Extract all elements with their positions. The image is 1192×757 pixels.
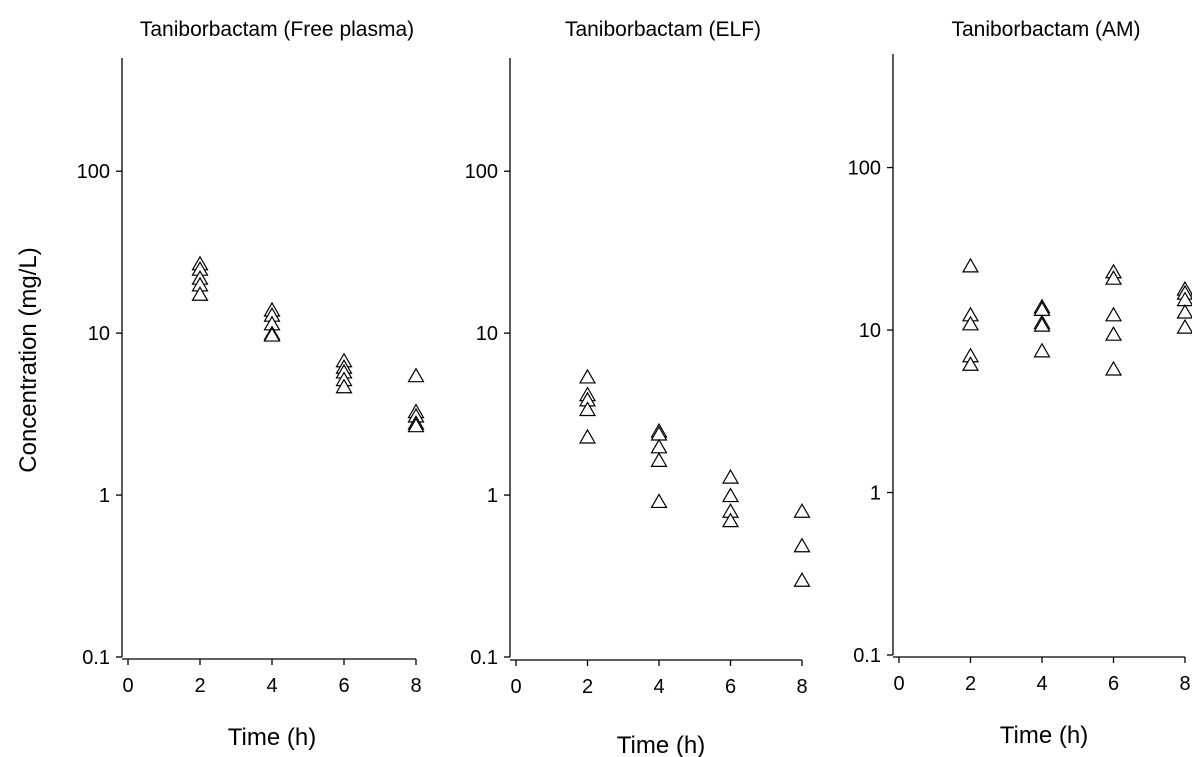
x-tick-label: 2 <box>582 676 593 698</box>
x-axis-label: Time (h) <box>1000 722 1088 749</box>
y-tick-label: 100 <box>465 161 498 183</box>
x-tick-label: 6 <box>725 676 736 698</box>
data-point-triangle <box>578 368 597 384</box>
data-point-triangle <box>407 417 425 433</box>
y-axis-label: Concentration (mg/L) <box>15 247 42 472</box>
y-tick-label: 0.1 <box>82 647 110 669</box>
data-point-triangle <box>1104 360 1123 376</box>
panel-title: Taniborbactam (AM) <box>951 18 1140 41</box>
data-point-triangle <box>1104 306 1123 322</box>
data-point-triangle <box>793 572 811 587</box>
y-tick-label: 0.1 <box>470 647 498 669</box>
x-axis-label: Time (h) <box>617 732 705 757</box>
y-tick-label: 1 <box>487 485 498 507</box>
data-point-triangle <box>961 257 980 273</box>
data-point-triangle <box>191 286 209 301</box>
y-tick-label: 100 <box>77 161 110 183</box>
x-tick-label: 8 <box>796 676 807 698</box>
data-point-triangle <box>1104 269 1123 285</box>
data-point-triangle <box>263 326 281 342</box>
y-tick-label: 100 <box>848 158 881 180</box>
data-point-triangle <box>721 468 740 484</box>
x-tick-label: 0 <box>122 675 133 697</box>
data-point-triangle <box>721 487 740 503</box>
x-axis-label: Time (h) <box>228 724 316 751</box>
data-point-triangle <box>1104 325 1123 341</box>
x-tick-label: 4 <box>266 675 277 697</box>
y-tick-label: 10 <box>859 320 881 342</box>
axes: 0.1 1 10 100 0 2 4 6 8 <box>848 54 1192 695</box>
panel-title: Taniborbactam (ELF) <box>565 18 761 41</box>
data-point-triangle <box>1033 316 1051 332</box>
data-point-triangle <box>335 378 353 394</box>
data-point-triangle <box>793 537 811 553</box>
panel-elf: Taniborbactam (ELF) Time (h) 0.1 1 10 100 0 2… <box>465 18 811 757</box>
panel-title: Taniborbactam (Free plasma) <box>140 18 414 41</box>
data-point-triangle <box>1176 303 1192 319</box>
data-point-triangle <box>407 367 425 383</box>
x-tick-label: 8 <box>1179 673 1190 695</box>
data-point-triangle <box>578 401 597 417</box>
data-point-triangle <box>961 315 980 331</box>
x-tick-label: 0 <box>510 676 521 698</box>
data-point-triangle <box>1176 318 1192 334</box>
y-tick-label: 0.1 <box>853 645 881 667</box>
x-tick-label: 0 <box>893 673 904 695</box>
axes: 0.1 1 10 100 0 2 4 6 8 <box>465 58 811 698</box>
y-tick-label: 10 <box>88 323 110 345</box>
data-point-triangle <box>578 428 597 444</box>
x-tick-label: 2 <box>194 675 205 697</box>
x-tick-label: 4 <box>1036 673 1047 695</box>
x-tick-label: 6 <box>338 675 349 697</box>
axes: 0.1 1 10 100 0 2 4 6 8 <box>77 58 425 697</box>
data-point-triangle <box>1033 342 1051 358</box>
data-point-triangle <box>793 503 811 518</box>
x-tick-label: 2 <box>965 673 976 695</box>
data-point-triangle <box>721 512 740 528</box>
x-tick-label: 6 <box>1108 673 1119 695</box>
data-point-triangle <box>650 452 668 467</box>
y-tick-label: 1 <box>99 485 110 507</box>
data-point-triangle <box>961 356 980 371</box>
data-point-triangle <box>650 438 668 454</box>
y-tick-label: 10 <box>476 323 498 345</box>
panel-free-plasma: Taniborbactam (Free plasma) Concentratio… <box>15 18 425 751</box>
data-point-triangle <box>650 493 668 509</box>
x-tick-label: 8 <box>410 675 421 697</box>
y-tick-label: 1 <box>870 483 881 505</box>
x-tick-label: 4 <box>653 676 664 698</box>
panel-am: Taniborbactam (AM) Time (h) 0.1 1 10 100 0 2 4… <box>848 18 1192 749</box>
